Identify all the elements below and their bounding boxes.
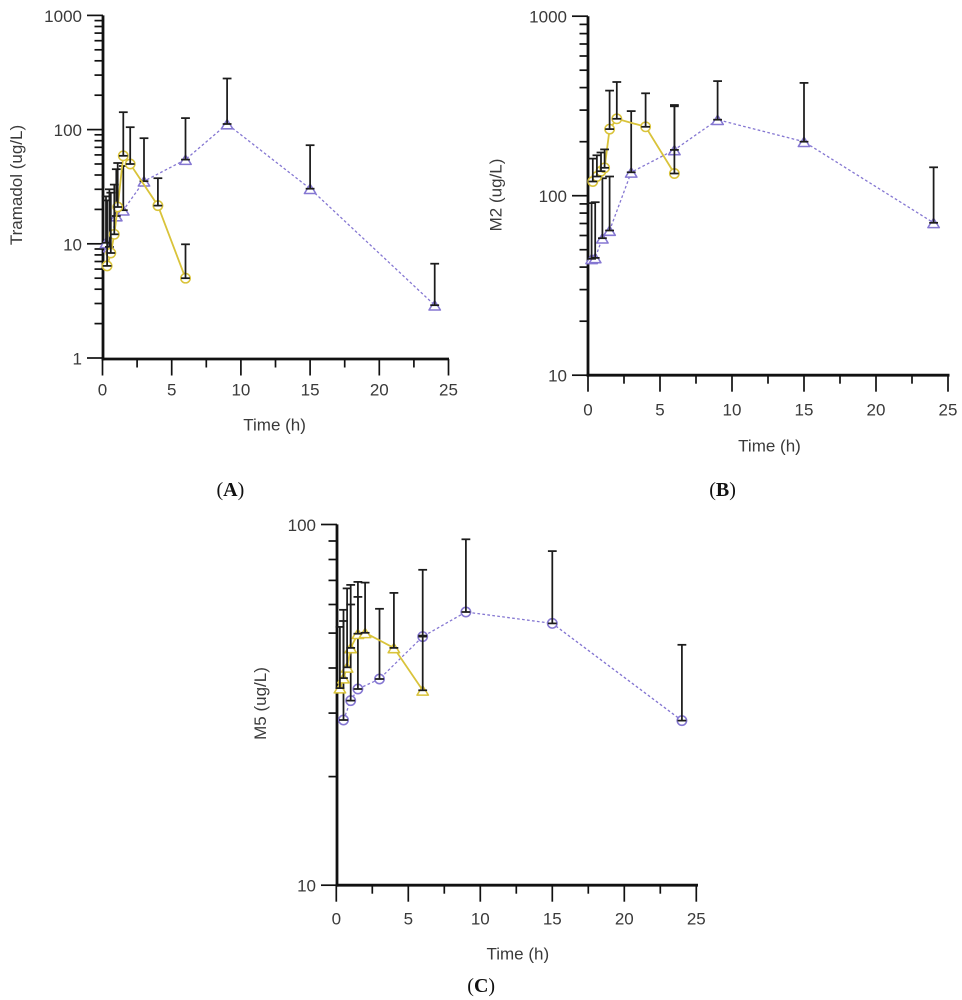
svg-text:M5 (ug/L): M5 (ug/L) xyxy=(251,667,270,740)
svg-text:5: 5 xyxy=(404,910,413,929)
svg-text:(C): (C) xyxy=(467,975,495,997)
svg-text:5: 5 xyxy=(655,401,664,420)
svg-text:10: 10 xyxy=(471,910,490,929)
svg-text:(A): (A) xyxy=(217,479,245,501)
svg-text:25: 25 xyxy=(687,910,706,929)
svg-text:15: 15 xyxy=(795,401,814,420)
svg-text:1: 1 xyxy=(73,350,82,369)
svg-text:10: 10 xyxy=(231,381,250,400)
svg-text:15: 15 xyxy=(301,381,320,400)
svg-text:1000: 1000 xyxy=(44,7,82,26)
svg-text:20: 20 xyxy=(867,401,886,420)
svg-text:25: 25 xyxy=(939,401,958,420)
svg-text:0: 0 xyxy=(98,381,107,400)
svg-text:5: 5 xyxy=(167,381,176,400)
svg-text:10: 10 xyxy=(297,877,316,896)
svg-text:Time (h): Time (h) xyxy=(486,945,549,964)
svg-text:0: 0 xyxy=(583,401,592,420)
svg-text:20: 20 xyxy=(615,910,634,929)
svg-text:(B): (B) xyxy=(709,479,736,501)
svg-text:10: 10 xyxy=(723,401,742,420)
svg-text:0: 0 xyxy=(332,910,341,929)
svg-text:15: 15 xyxy=(543,910,562,929)
svg-text:20: 20 xyxy=(370,381,389,400)
svg-text:M2 (ug/L): M2 (ug/L) xyxy=(487,159,506,232)
svg-text:10: 10 xyxy=(548,367,567,386)
svg-text:Time (h): Time (h) xyxy=(738,437,801,456)
svg-text:1000: 1000 xyxy=(529,8,567,27)
svg-text:100: 100 xyxy=(539,187,567,206)
svg-text:25: 25 xyxy=(439,381,458,400)
svg-text:10: 10 xyxy=(63,235,82,254)
svg-text:100: 100 xyxy=(54,121,82,140)
svg-text:100: 100 xyxy=(288,516,316,535)
svg-text:Time (h): Time (h) xyxy=(243,416,306,435)
svg-text:Tramadol (ug/L): Tramadol (ug/L) xyxy=(7,125,26,245)
